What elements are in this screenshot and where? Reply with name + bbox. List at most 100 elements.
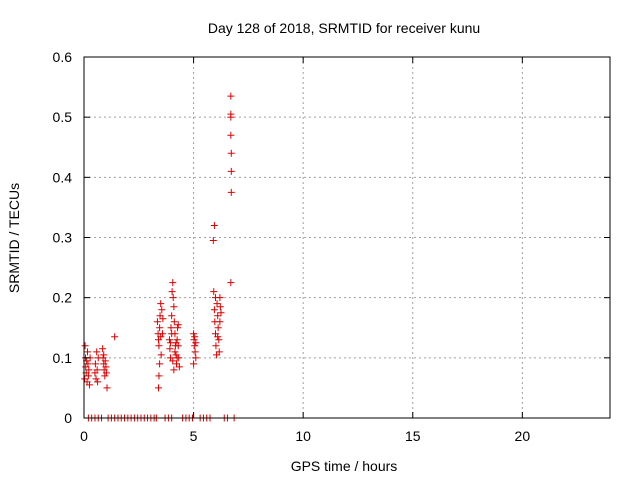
data-point [213, 300, 221, 308]
data-point [93, 348, 101, 356]
data-point [99, 345, 107, 353]
data-point [216, 318, 224, 326]
data-point [81, 342, 89, 350]
data-point [227, 279, 235, 287]
x-tick-label: 20 [515, 428, 531, 444]
data-point [191, 348, 199, 356]
data-point [172, 360, 180, 368]
data-point [192, 354, 200, 362]
data-point [190, 360, 198, 368]
data-point [210, 306, 218, 314]
data-point [84, 348, 92, 356]
y-tick-label: 0.6 [53, 49, 73, 65]
data-point [158, 306, 166, 314]
data-point [216, 303, 224, 311]
data-point [168, 330, 176, 338]
data-point [192, 339, 200, 347]
data-point [215, 336, 223, 344]
data-point [174, 324, 182, 332]
data-point [190, 336, 198, 344]
data-point [227, 167, 235, 175]
data-point [165, 336, 173, 344]
data-point [214, 312, 222, 320]
data-point [157, 333, 165, 341]
data-point [212, 342, 220, 350]
axis-ticks [83, 56, 610, 419]
data-point [170, 366, 178, 374]
data-point [91, 360, 99, 368]
data-point [214, 324, 222, 332]
x-tick-label: 0 [80, 428, 88, 444]
tick-labels: 0 0.1 0.2 0.3 0.4 0.5 0.6 0 5 10 15 20 [53, 49, 531, 444]
data-point [168, 312, 176, 320]
data-point [169, 357, 177, 365]
data-point [171, 348, 179, 356]
data-point [170, 303, 178, 311]
chart-title: Day 128 of 2018, SRMTID for receiver kun… [208, 20, 480, 36]
data-point [156, 312, 164, 320]
x-tick-label: 5 [190, 428, 198, 444]
y-tick-label: 0 [64, 410, 72, 426]
data-point [155, 342, 163, 350]
data-point [155, 372, 163, 380]
data-point [174, 321, 182, 329]
data-point [84, 360, 92, 368]
data-point [85, 381, 93, 389]
data-point [209, 237, 217, 245]
data-point [212, 294, 219, 302]
data-point [92, 375, 100, 383]
data-point [169, 294, 177, 302]
data-point [101, 372, 109, 380]
y-tick-label: 0.1 [53, 350, 73, 366]
x-tick-label: 10 [295, 428, 311, 444]
data-point [102, 369, 110, 377]
data-point [168, 288, 176, 296]
data-point [157, 300, 165, 308]
data-point [93, 366, 101, 374]
data-point [158, 330, 166, 338]
data-point [167, 339, 175, 347]
x-tick-label: 15 [405, 428, 421, 444]
data-point [227, 131, 235, 139]
data-points [81, 92, 238, 422]
y-tick-label: 0.5 [53, 109, 73, 125]
data-point [156, 324, 164, 332]
data-point [227, 113, 235, 121]
data-point [102, 363, 110, 371]
data-point [227, 188, 235, 196]
data-point [173, 354, 181, 362]
data-point [159, 315, 167, 323]
y-tick-label: 0.4 [53, 169, 73, 185]
data-point [153, 318, 161, 326]
data-point [100, 351, 108, 359]
y-axis-label: SRMTID / TECUs [6, 183, 22, 293]
data-point [101, 357, 109, 365]
data-point [169, 279, 177, 287]
data-point [170, 318, 178, 326]
y-tick-label: 0.2 [53, 290, 73, 306]
data-point [227, 92, 235, 100]
data-point [84, 372, 92, 380]
data-point [210, 221, 218, 229]
data-point [214, 333, 222, 341]
x-axis-label: GPS time / hours [291, 458, 398, 474]
data-point [155, 384, 163, 392]
data-point [175, 363, 183, 371]
data-point [103, 384, 111, 392]
data-point [190, 330, 198, 338]
data-point [191, 342, 199, 350]
data-point [111, 333, 119, 341]
data-point [227, 149, 235, 157]
data-point [173, 336, 181, 344]
data-point [191, 333, 199, 341]
data-point [85, 366, 93, 374]
data-point [215, 348, 223, 356]
data-point [94, 378, 102, 386]
data-point [217, 309, 225, 317]
data-point [167, 324, 175, 332]
data-point [166, 345, 174, 353]
data-point [157, 351, 165, 359]
y-tick-label: 0.3 [53, 230, 73, 246]
data-point [156, 360, 164, 368]
